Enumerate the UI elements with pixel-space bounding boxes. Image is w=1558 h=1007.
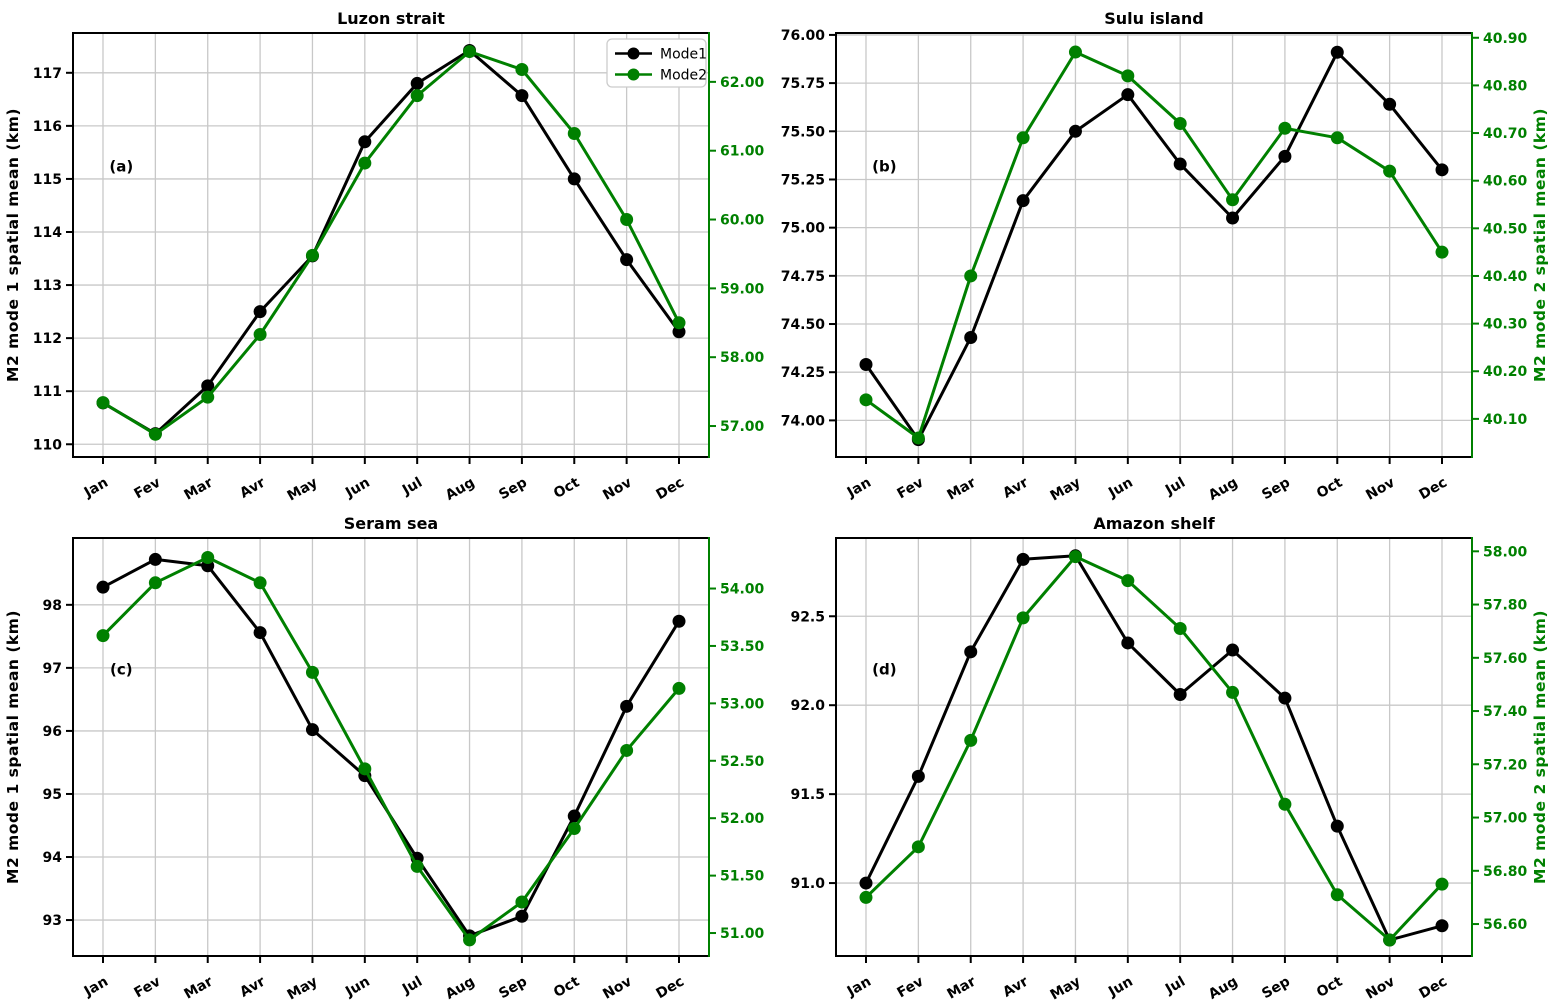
svg-text:40.90: 40.90 bbox=[1483, 31, 1528, 47]
svg-text:98: 98 bbox=[43, 598, 62, 614]
luzon-strait-line-chart: 110 111 112 113 114 115 116 117 57.00 58.00 59.00 6… bbox=[0, 0, 779, 503]
svg-text:112: 112 bbox=[33, 331, 62, 347]
svg-text:56.60: 56.60 bbox=[1483, 917, 1528, 933]
svg-text:95: 95 bbox=[43, 787, 62, 803]
svg-text:51.00: 51.00 bbox=[720, 926, 765, 942]
svg-text:113: 113 bbox=[33, 278, 62, 294]
svg-text:57.00: 57.00 bbox=[720, 419, 765, 435]
svg-text:93: 93 bbox=[43, 913, 62, 929]
svg-text:40.70: 40.70 bbox=[1483, 126, 1528, 142]
svg-text:53.00: 53.00 bbox=[720, 696, 765, 712]
svg-text:40.80: 40.80 bbox=[1483, 78, 1528, 94]
svg-text:97: 97 bbox=[43, 661, 62, 677]
svg-text:40.10: 40.10 bbox=[1483, 412, 1528, 428]
svg-text:M2 mode 2 spatial mean (km): M2 mode 2 spatial mean (km) bbox=[1531, 108, 1549, 382]
seram-sea-line-chart: 93 94 95 96 97 98 51.00 51.50 52.00 52.50 53.00 53.… bbox=[0, 503, 779, 1007]
svg-text:92.5: 92.5 bbox=[790, 609, 825, 625]
svg-text:Sulu island: Sulu island bbox=[1104, 9, 1204, 28]
svg-text:61.00: 61.00 bbox=[720, 144, 765, 160]
panel-c-seram-sea: 93 94 95 96 97 98 51.00 51.50 52.00 52.50 53.00 53.… bbox=[0, 503, 779, 1007]
amazon-shelf-line-chart: 91.0 91.5 92.0 92.5 56.60 56.80 57.00 57.20 57.4… bbox=[779, 503, 1558, 1007]
svg-text:Mode2: Mode2 bbox=[660, 68, 707, 84]
svg-text:M2 mode 1 spatial mean (km): M2 mode 1 spatial mean (km) bbox=[4, 610, 22, 884]
svg-text:58.00: 58.00 bbox=[720, 350, 765, 366]
svg-text:56.80: 56.80 bbox=[1483, 864, 1528, 880]
svg-text:Luzon strait: Luzon strait bbox=[337, 9, 445, 28]
svg-text:40.40: 40.40 bbox=[1483, 269, 1528, 285]
panel-a-luzon-strait: 110 111 112 113 114 115 116 117 57.00 58.00 59.00 6… bbox=[0, 0, 779, 503]
svg-text:59.00: 59.00 bbox=[720, 281, 765, 297]
svg-text:40.30: 40.30 bbox=[1483, 317, 1528, 333]
svg-text:(d): (d) bbox=[872, 661, 896, 679]
sulu-island-line-chart: 74.00 74.25 74.50 74.75 75.00 75.25 75.50 75.75… bbox=[779, 0, 1558, 503]
svg-text:(c): (c) bbox=[110, 661, 133, 679]
svg-text:(a): (a) bbox=[109, 158, 133, 176]
svg-text:M2 mode 1 spatial mean (km): M2 mode 1 spatial mean (km) bbox=[4, 108, 22, 382]
svg-text:91.5: 91.5 bbox=[790, 787, 825, 803]
svg-text:52.50: 52.50 bbox=[720, 754, 765, 770]
svg-text:117: 117 bbox=[33, 66, 62, 82]
svg-text:91.0: 91.0 bbox=[790, 876, 825, 892]
svg-text:74.75: 74.75 bbox=[781, 269, 825, 285]
svg-text:57.00: 57.00 bbox=[1483, 811, 1528, 827]
svg-text:74.00: 74.00 bbox=[781, 413, 826, 429]
svg-text:75.25: 75.25 bbox=[781, 172, 825, 188]
svg-text:96: 96 bbox=[43, 724, 62, 740]
svg-text:51.50: 51.50 bbox=[720, 869, 765, 885]
svg-text:53.50: 53.50 bbox=[720, 639, 765, 655]
panel-d-amazon-shelf: 91.0 91.5 92.0 92.5 56.60 56.80 57.00 57.20 57.4… bbox=[779, 503, 1558, 1007]
svg-text:76.00: 76.00 bbox=[781, 28, 826, 44]
svg-text:52.00: 52.00 bbox=[720, 811, 765, 827]
svg-text:58.00: 58.00 bbox=[1483, 544, 1528, 560]
svg-text:57.60: 57.60 bbox=[1483, 651, 1528, 667]
svg-text:94: 94 bbox=[43, 850, 63, 866]
svg-text:116: 116 bbox=[33, 119, 62, 135]
svg-text:62.00: 62.00 bbox=[720, 75, 765, 91]
svg-text:40.60: 40.60 bbox=[1483, 174, 1528, 190]
svg-text:57.20: 57.20 bbox=[1483, 757, 1528, 773]
svg-text:40.20: 40.20 bbox=[1483, 364, 1528, 380]
svg-text:75.75: 75.75 bbox=[781, 76, 825, 92]
svg-text:Amazon shelf: Amazon shelf bbox=[1093, 514, 1215, 533]
svg-text:Mode1: Mode1 bbox=[660, 47, 707, 63]
panel-b-sulu-island: 74.00 74.25 74.50 74.75 75.00 75.25 75.50 75.75… bbox=[779, 0, 1558, 503]
svg-text:114: 114 bbox=[33, 225, 62, 241]
svg-text:74.25: 74.25 bbox=[781, 365, 825, 381]
svg-text:Seram sea: Seram sea bbox=[344, 514, 438, 533]
svg-text:40.50: 40.50 bbox=[1483, 221, 1528, 237]
svg-text:75.00: 75.00 bbox=[781, 221, 826, 237]
svg-text:57.40: 57.40 bbox=[1483, 704, 1528, 720]
svg-text:57.80: 57.80 bbox=[1483, 598, 1528, 614]
svg-text:M2 mode 2 spatial mean (km): M2 mode 2 spatial mean (km) bbox=[1531, 610, 1549, 884]
svg-text:75.50: 75.50 bbox=[781, 124, 826, 140]
svg-text:74.50: 74.50 bbox=[781, 317, 826, 333]
svg-text:92.0: 92.0 bbox=[790, 698, 825, 714]
svg-text:115: 115 bbox=[33, 172, 62, 188]
svg-text:(b): (b) bbox=[872, 158, 896, 176]
svg-text:111: 111 bbox=[33, 384, 62, 400]
svg-text:54.00: 54.00 bbox=[720, 582, 765, 598]
svg-text:110: 110 bbox=[33, 437, 62, 453]
svg-text:60.00: 60.00 bbox=[720, 213, 765, 229]
